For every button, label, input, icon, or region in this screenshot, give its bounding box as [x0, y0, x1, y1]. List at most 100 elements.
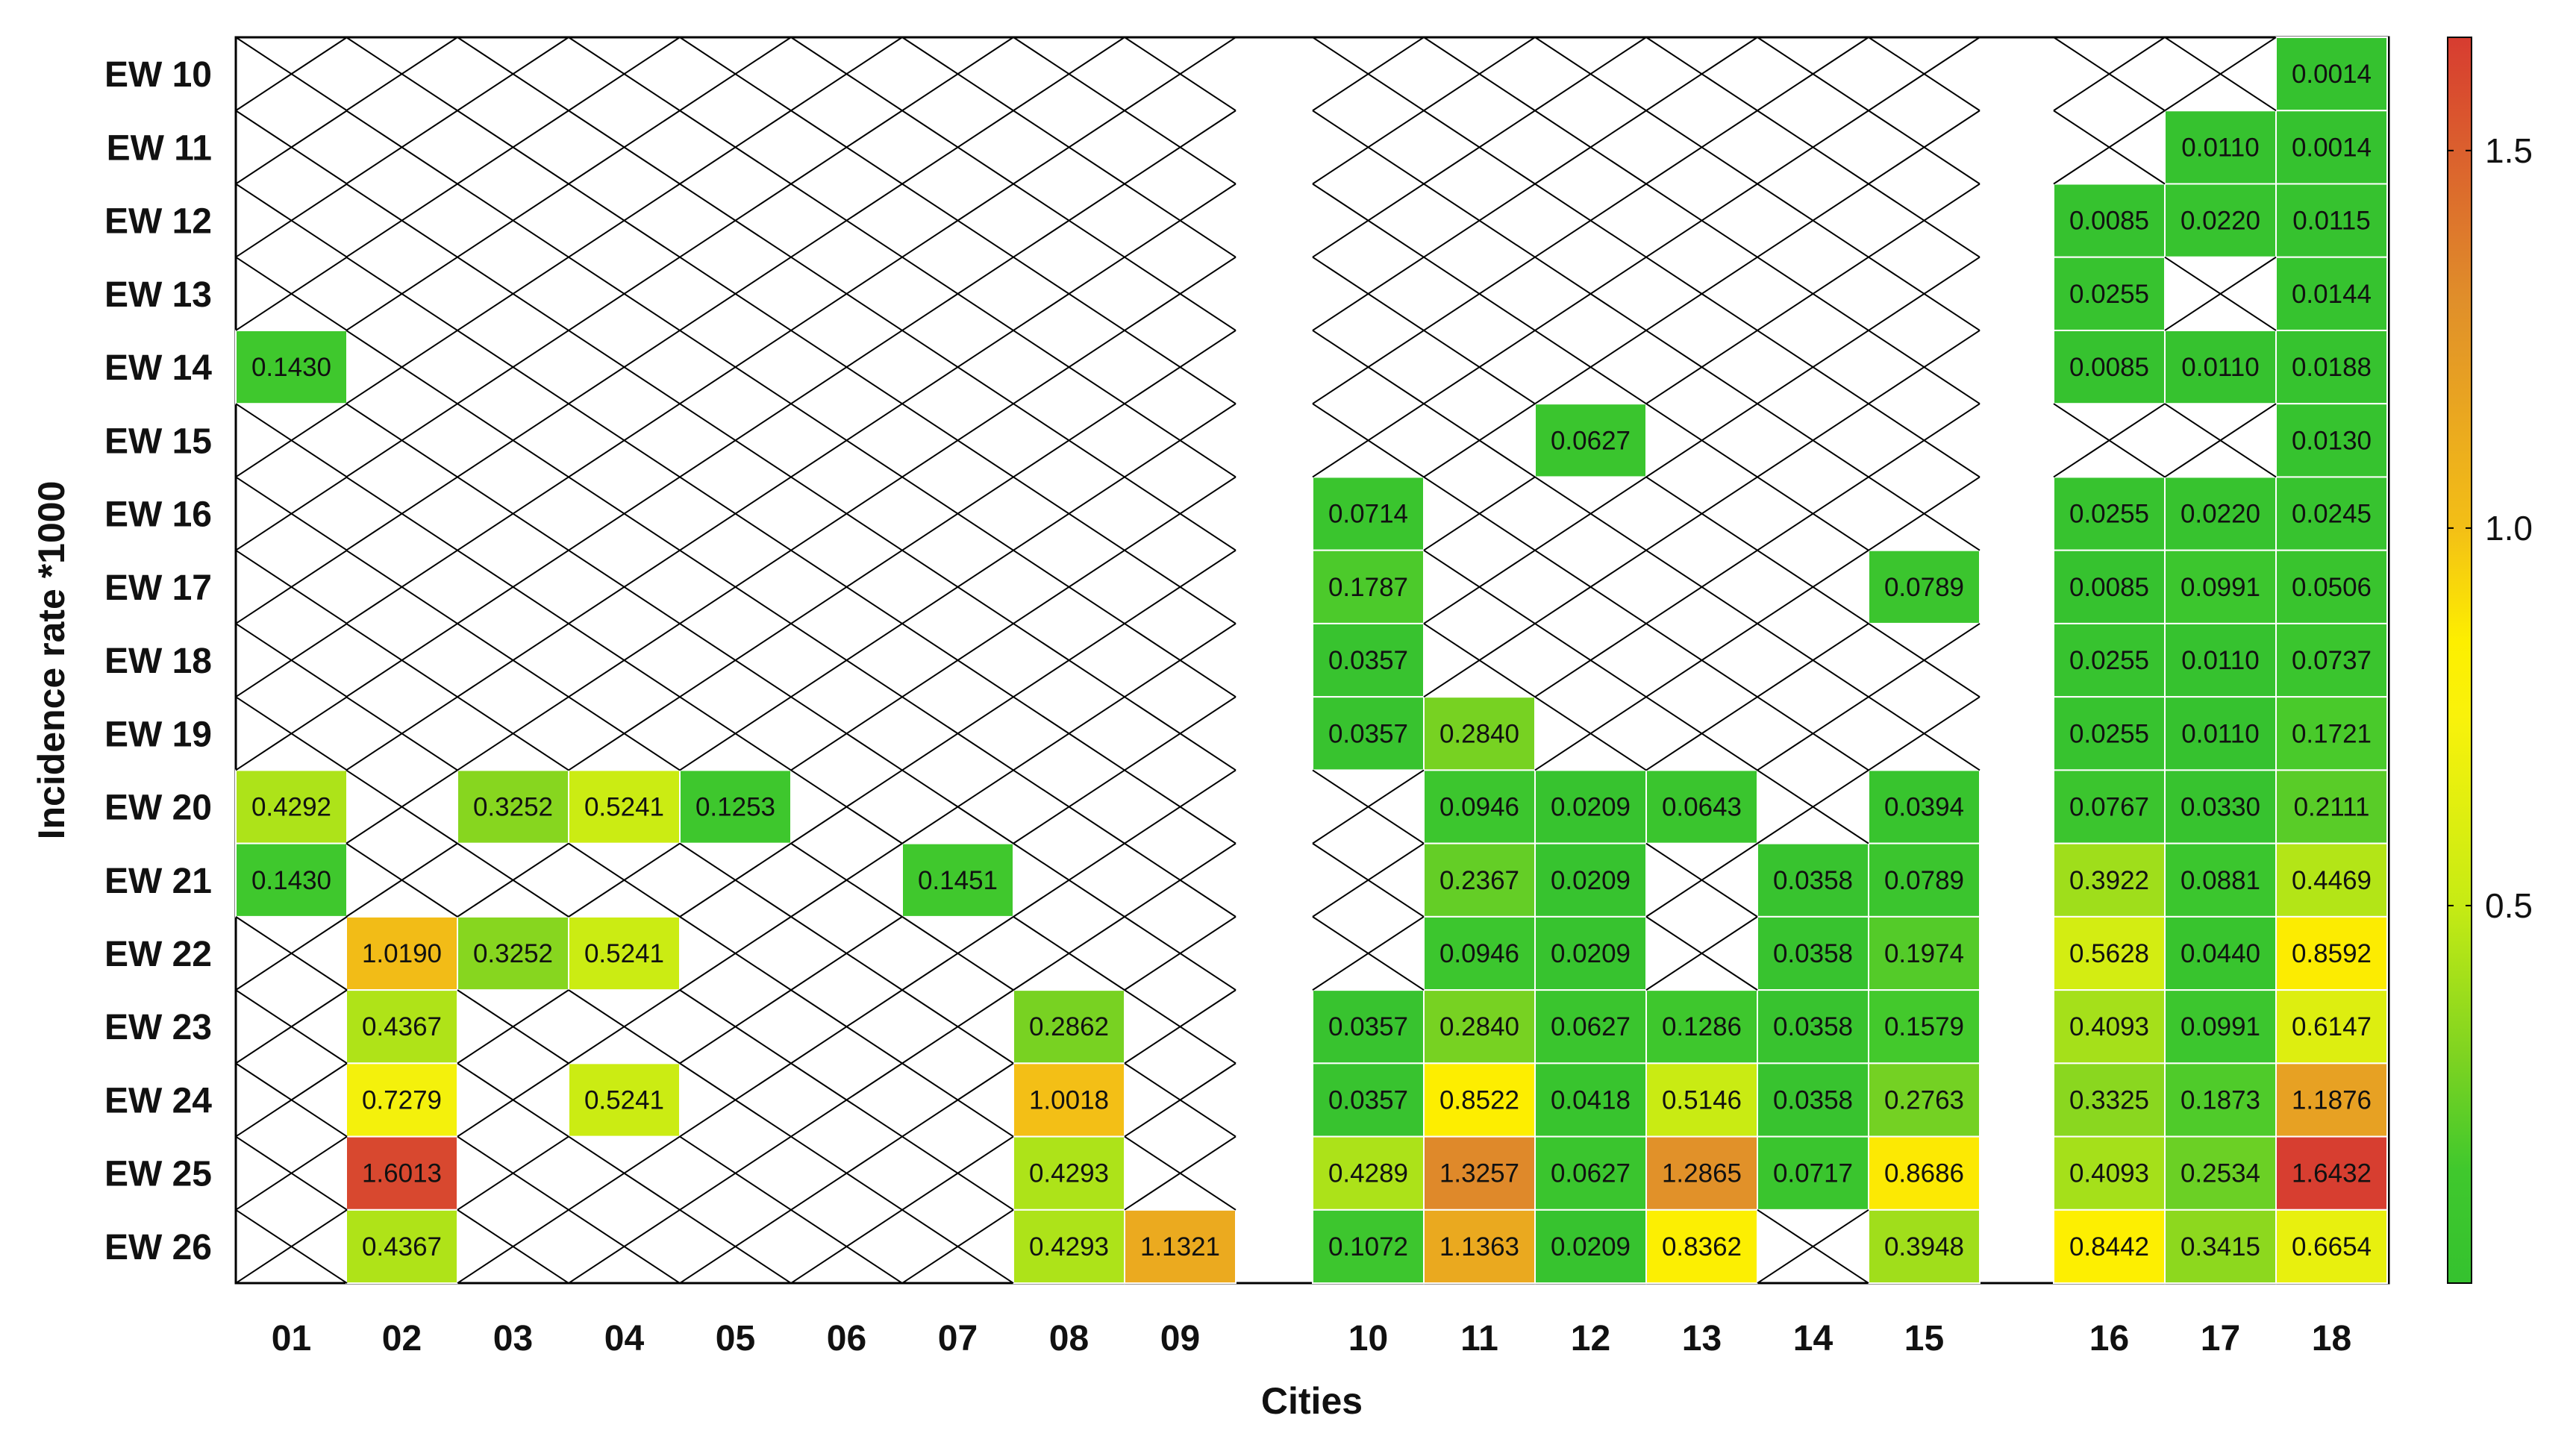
cell-value-label: 0.0014	[2292, 133, 2372, 162]
cell-value-label: 0.0357	[1328, 646, 1408, 675]
missing-data-mark	[1013, 256, 1125, 331]
cell-value-label: 0.3922	[2069, 866, 2149, 895]
missing-data-mark	[1124, 549, 1237, 624]
missing-data-mark	[1868, 623, 1981, 698]
missing-data-mark	[1645, 696, 1758, 771]
heatmap-cell	[1312, 989, 1425, 1065]
missing-data-mark	[1534, 696, 1647, 771]
heatmap-cell	[2275, 842, 2388, 918]
cell-value-label: 0.5241	[584, 939, 664, 968]
heatmap-cell	[679, 769, 792, 844]
heatmap-cell	[2275, 110, 2388, 185]
missing-data-mark	[1124, 769, 1237, 844]
missing-data-mark	[1013, 916, 1125, 991]
heatmap-cell	[346, 915, 458, 991]
row-label: EW 21	[104, 862, 212, 901]
heatmap-cell	[2275, 1209, 2388, 1285]
cell-value-label: 0.0255	[2069, 646, 2149, 675]
cell-value-label: 0.0627	[1551, 1159, 1631, 1188]
cell-value-label: 0.2840	[1439, 719, 1519, 748]
cell-value-label: 0.0506	[2292, 573, 2372, 602]
missing-data-mark	[457, 183, 569, 258]
heatmap-cell	[568, 1062, 681, 1138]
missing-data-mark	[679, 110, 792, 185]
missing-data-mark	[901, 769, 1014, 844]
cell-value-label: 0.0357	[1328, 719, 1408, 748]
missing-data-mark	[1013, 183, 1125, 258]
cell-value-label: 0.8686	[1884, 1159, 1964, 1188]
cells-layer	[235, 37, 2388, 1285]
cell-value-label: 0.0255	[2069, 500, 2149, 529]
missing-data-mark	[790, 842, 903, 918]
heatmap-cell	[1534, 1209, 1647, 1285]
row-label: EW 11	[107, 128, 212, 168]
heatmap-cell	[2164, 842, 2277, 918]
missing-data-mark	[1868, 696, 1981, 771]
cell-value-label: 0.1430	[251, 353, 331, 382]
missing-data-mark	[1868, 403, 1981, 478]
cell-value-label: 1.0018	[1029, 1085, 1109, 1115]
heatmap-cell	[1423, 1062, 1536, 1138]
colorbar-tick-label: 1.5	[2485, 131, 2533, 170]
missing-data-mark	[235, 989, 348, 1065]
heatmap-cell	[1423, 915, 1536, 991]
x-axis-label: Cities	[1261, 1380, 1363, 1422]
missing-data-mark	[457, 476, 569, 551]
cell-value-label: 0.0209	[1551, 1232, 1631, 1261]
row-label: EW 20	[104, 789, 212, 828]
missing-data-mark	[1645, 623, 1758, 698]
cell-value-label: 0.1974	[1884, 939, 1964, 968]
cell-value-label: 0.0789	[1884, 866, 1964, 895]
missing-data-mark	[1757, 183, 1869, 258]
cell-value-label: 0.2111	[2294, 793, 2370, 822]
heatmap-cell	[2164, 183, 2277, 258]
missing-data-mark	[1868, 330, 1981, 405]
cell-value-label: 0.5241	[584, 1085, 664, 1115]
missing-data-mark	[1645, 183, 1758, 258]
missing-data-mark	[346, 37, 458, 112]
missing-data-mark	[901, 476, 1014, 551]
cell-value-label: 0.4292	[251, 793, 331, 822]
missing-data-mark	[901, 623, 1014, 698]
missing-data-mark	[235, 476, 348, 551]
missing-data-mark	[1534, 330, 1647, 405]
cell-value-label: 0.0946	[1439, 793, 1519, 822]
heatmap-cell	[2053, 842, 2166, 918]
missing-data-mark	[790, 1209, 903, 1284]
cell-value-label: 0.0358	[1773, 1085, 1853, 1115]
missing-data-mark	[568, 256, 681, 331]
missing-data-mark	[457, 1135, 569, 1211]
column-label: 05	[716, 1319, 755, 1358]
y-axis-label: Incidence rate *1000	[31, 481, 72, 840]
heatmap-cell	[2275, 1135, 2388, 1211]
missing-data-mark	[1124, 256, 1237, 331]
heatmap-cell	[1013, 1135, 1125, 1211]
column-label: 18	[2312, 1319, 2351, 1358]
missing-data-mark	[1868, 256, 1981, 331]
cell-value-label: 0.2367	[1439, 866, 1519, 895]
missing-data-mark	[2164, 37, 2277, 112]
missing-data-mark	[1757, 403, 1869, 478]
cell-value-label: 0.1721	[2292, 719, 2372, 748]
missing-data-mark	[901, 1135, 1014, 1211]
heatmap-cell	[1534, 915, 1647, 991]
missing-data-mark	[1645, 110, 1758, 185]
missing-data-mark	[1312, 916, 1425, 991]
missing-data-mark	[1757, 256, 1869, 331]
missing-data-mark	[790, 549, 903, 624]
heatmap-cell	[2053, 769, 2166, 844]
heatmap-cell	[1645, 1062, 1758, 1138]
heatmap-cell	[1868, 1135, 1981, 1211]
missing-data-mark	[790, 989, 903, 1065]
cell-value-label: 0.3948	[1884, 1232, 1964, 1261]
cell-value-label: 0.4469	[2292, 866, 2372, 895]
missing-data-mark	[1013, 549, 1125, 624]
missing-data-mark	[568, 696, 681, 771]
missing-data-mark	[346, 842, 458, 918]
missing-data-mark	[1312, 183, 1425, 258]
cell-value-label: 1.1321	[1140, 1232, 1220, 1261]
heatmap-cell	[1423, 696, 1536, 771]
row-label: EW 19	[104, 715, 212, 754]
cell-value-label: 1.6013	[362, 1159, 442, 1188]
heatmap-cell	[1645, 769, 1758, 844]
